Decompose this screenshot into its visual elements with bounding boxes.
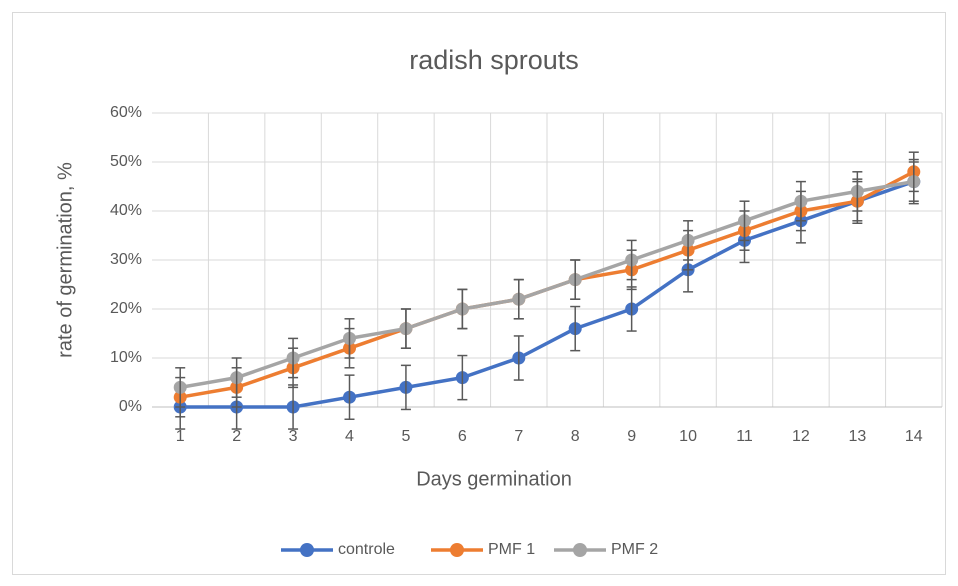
x-tick-label: 3 <box>289 428 298 445</box>
x-tick-label: 7 <box>514 428 523 445</box>
x-axis-label: Days germination <box>416 468 572 490</box>
x-tick-label: 13 <box>848 428 866 445</box>
legend-marker <box>573 543 587 557</box>
error-bar <box>513 335 524 381</box>
legend-label: controle <box>338 541 395 558</box>
x-tick-label: 5 <box>401 428 410 445</box>
x-tick-label: 1 <box>176 428 185 445</box>
error-bar <box>683 220 694 261</box>
x-tick-label: 4 <box>345 428 354 445</box>
error-bar <box>457 354 468 401</box>
legend-marker <box>300 543 314 557</box>
y-axis-label: rate of germination, % <box>54 162 76 358</box>
x-tick-label: 14 <box>905 428 923 445</box>
error-bar <box>795 180 806 222</box>
y-tick-label: 30% <box>110 251 142 268</box>
legend-label: PMF 2 <box>611 541 658 558</box>
y-tick-label: 0% <box>119 398 142 415</box>
x-tick-label: 12 <box>792 428 810 445</box>
error-bar <box>457 288 468 330</box>
legend-label: PMF 1 <box>488 541 535 558</box>
error-bar <box>908 161 919 202</box>
error-bar <box>739 200 750 242</box>
x-tick-label: 6 <box>458 428 467 445</box>
x-tick-label: 8 <box>571 428 580 445</box>
error-bar <box>231 357 242 398</box>
error-bar <box>288 337 299 379</box>
error-bar <box>852 171 863 212</box>
y-tick-label: 40% <box>110 202 142 219</box>
error-bar <box>175 367 186 408</box>
x-tick-label: 2 <box>232 428 241 445</box>
error-bar <box>344 374 355 420</box>
x-tick-label: 9 <box>627 428 636 445</box>
error-bar <box>513 278 524 320</box>
error-bar <box>570 259 581 300</box>
error-bar <box>400 364 411 411</box>
legend-marker <box>450 543 464 557</box>
y-tick-label: 20% <box>110 300 142 317</box>
series-line <box>179 179 915 390</box>
y-tick-label: 50% <box>110 153 142 170</box>
y-tick-label: 10% <box>110 349 142 366</box>
error-bar <box>400 308 411 349</box>
y-tick-label: 60% <box>110 104 142 121</box>
chart-frame <box>12 12 946 575</box>
chart-title: radish sprouts <box>409 45 579 75</box>
x-tick-label: 11 <box>736 428 753 445</box>
error-bar <box>570 305 581 352</box>
error-bar <box>626 239 637 281</box>
series-line <box>180 179 915 409</box>
error-bar <box>344 318 355 359</box>
x-tick-label: 10 <box>679 428 697 445</box>
